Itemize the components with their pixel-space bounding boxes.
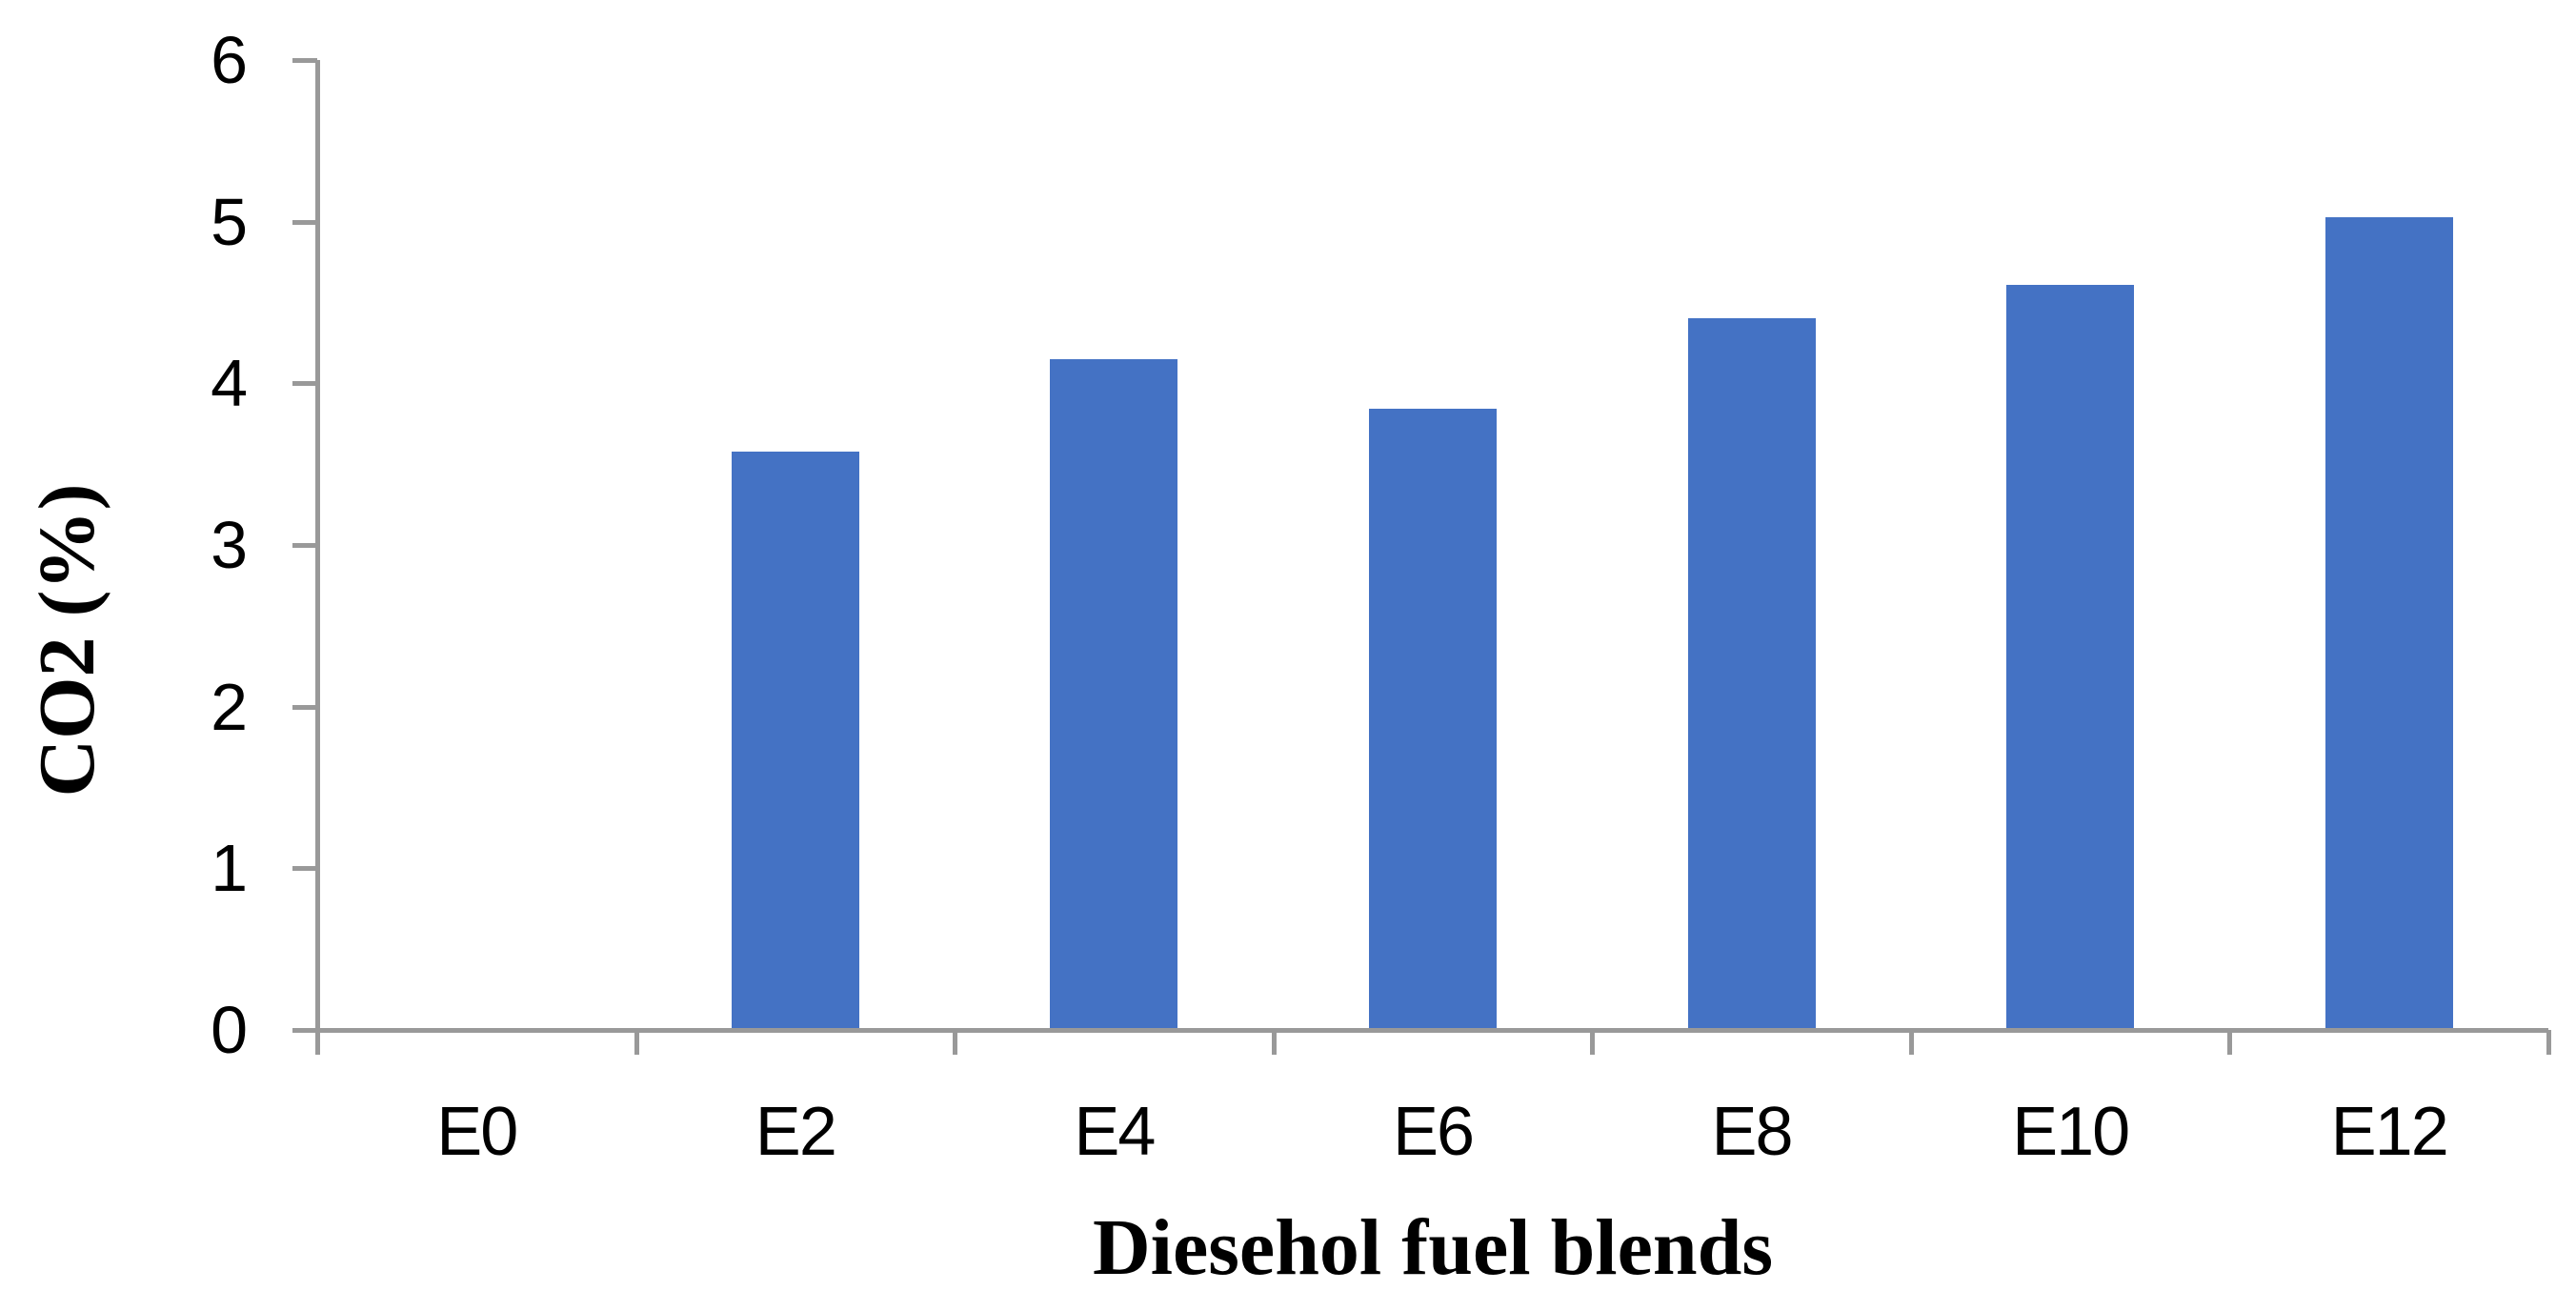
x-category-label: E12 — [2330, 1094, 2449, 1170]
y-tick-label: 6 — [211, 23, 248, 97]
y-tick — [292, 866, 317, 872]
x-category-label: E8 — [1711, 1094, 1794, 1170]
x-tick — [1908, 1030, 1914, 1055]
x-tick — [1590, 1030, 1596, 1055]
y-axis-title: CO2 (%) — [23, 483, 111, 797]
y-tick-label: 3 — [211, 508, 248, 582]
y-tick — [292, 543, 317, 548]
y-tick-label: 5 — [211, 184, 248, 259]
x-tick — [634, 1030, 639, 1055]
y-tick — [292, 58, 317, 63]
bar-E12 — [2324, 216, 2453, 1030]
x-axis-line — [315, 1028, 2548, 1033]
y-tick — [292, 381, 317, 387]
y-tick-label: 1 — [211, 831, 248, 906]
bar-E8 — [1687, 318, 1816, 1030]
y-tick-label: 4 — [211, 346, 248, 421]
x-tick — [2227, 1030, 2233, 1055]
y-tick — [292, 219, 317, 225]
x-axis-title: Diesehol fuel blends — [1092, 1203, 1774, 1292]
x-tick — [953, 1030, 958, 1055]
x-category-label: E6 — [1392, 1094, 1475, 1170]
x-tick — [315, 1030, 320, 1055]
x-category-label: E2 — [755, 1094, 837, 1170]
x-category-label: E4 — [1074, 1094, 1156, 1170]
y-tick — [292, 704, 317, 710]
x-category-label: E10 — [2012, 1094, 2130, 1170]
y-tick-label: 0 — [211, 993, 248, 1067]
x-tick — [2546, 1030, 2551, 1055]
bar-E10 — [2006, 284, 2135, 1030]
y-tick — [292, 1028, 317, 1033]
bar-E6 — [1369, 409, 1497, 1030]
y-tick-label: 2 — [211, 669, 248, 744]
bar-E2 — [731, 451, 859, 1030]
x-category-label: E0 — [436, 1094, 518, 1170]
x-tick — [1271, 1030, 1277, 1055]
y-axis-line — [315, 60, 320, 1030]
bar-E4 — [1050, 358, 1178, 1030]
